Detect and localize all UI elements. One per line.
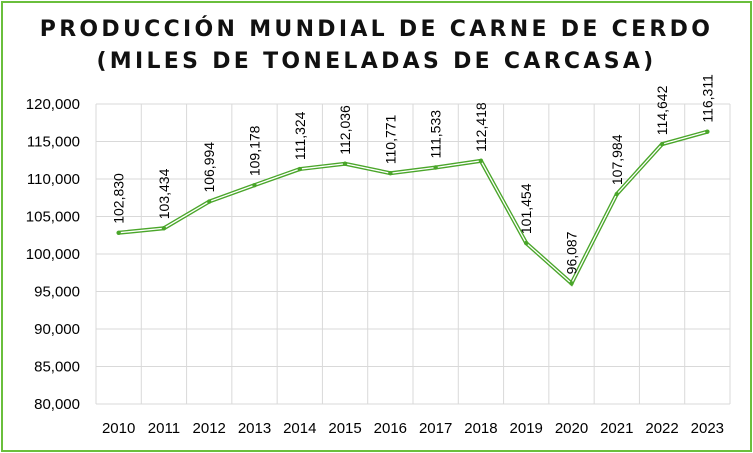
y-tick-label: 120,000 xyxy=(26,96,80,113)
y-tick-label: 80,000 xyxy=(34,396,80,413)
x-tick-label: 2021 xyxy=(600,420,633,437)
y-tick-label: 115,000 xyxy=(27,134,80,151)
data-label: 102,830 xyxy=(111,173,127,224)
data-point xyxy=(342,161,348,166)
data-point xyxy=(614,191,619,197)
x-tick-label: 2018 xyxy=(464,420,497,437)
data-label: 112,036 xyxy=(337,105,353,155)
x-axis: 2010 2011 2012 2013 2014 2015 2016 2017 2018 2019… xyxy=(102,420,724,437)
x-tick-label: 2020 xyxy=(555,420,588,437)
data-point xyxy=(705,129,710,134)
y-axis: 80,000 85,000 90,000 95,000 100,000 105,000 11… xyxy=(26,96,80,413)
series-line xyxy=(116,129,710,287)
data-point xyxy=(116,230,121,235)
data-label: 96,087 xyxy=(564,231,580,274)
data-label: 106,994 xyxy=(201,142,217,193)
x-tick-label: 2022 xyxy=(645,420,678,437)
data-label: 112,418 xyxy=(473,102,489,152)
data-point xyxy=(478,158,484,164)
data-label: 114,642 xyxy=(654,85,670,135)
data-point xyxy=(252,182,257,188)
data-label: 101,454 xyxy=(518,183,534,234)
data-point xyxy=(207,199,212,204)
data-point xyxy=(388,171,393,176)
data-label: 109,178 xyxy=(247,125,263,176)
data-label: 103,434 xyxy=(156,168,172,219)
data-point xyxy=(524,240,529,246)
x-tick-label: 2012 xyxy=(193,420,226,437)
data-point xyxy=(297,166,302,172)
data-label: 111,324 xyxy=(292,111,308,160)
data-labels: 102,830 103,434 106,994 109,178 111,324 112,0… xyxy=(111,74,716,274)
y-tick-label: 85,000 xyxy=(34,359,80,376)
data-label: 107,984 xyxy=(609,134,625,185)
data-label: 116,311 xyxy=(699,74,715,123)
chart-subtitle: (MILES DE TONELADAS DE CARCASA) xyxy=(96,49,657,74)
x-tick-label: 2010 xyxy=(102,420,135,437)
x-tick-label: 2016 xyxy=(374,420,407,437)
y-tick-label: 110,000 xyxy=(27,171,80,188)
data-label: 111,533 xyxy=(428,110,444,159)
x-tick-label: 2023 xyxy=(691,420,724,437)
data-label: 110,771 xyxy=(382,114,398,164)
x-tick-label: 2019 xyxy=(510,420,543,437)
data-point xyxy=(569,281,574,286)
data-point xyxy=(161,226,167,231)
x-tick-label: 2013 xyxy=(238,420,271,437)
y-tick-label: 95,000 xyxy=(34,284,80,301)
x-tick-label: 2014 xyxy=(283,420,316,437)
data-point xyxy=(433,165,438,170)
x-tick-label: 2015 xyxy=(328,420,361,437)
y-tick-label: 100,000 xyxy=(26,246,80,263)
series-line-inner xyxy=(118,131,708,285)
y-tick-label: 90,000 xyxy=(34,321,80,338)
data-point xyxy=(659,141,665,147)
x-tick-label: 2017 xyxy=(419,420,452,437)
gridlines xyxy=(95,103,731,405)
x-tick-label: 2011 xyxy=(148,420,180,437)
y-tick-label: 105,000 xyxy=(26,209,80,226)
chart-title: PRODUCCIÓN MUNDIAL DE CARNE DE CERDO xyxy=(39,17,714,42)
